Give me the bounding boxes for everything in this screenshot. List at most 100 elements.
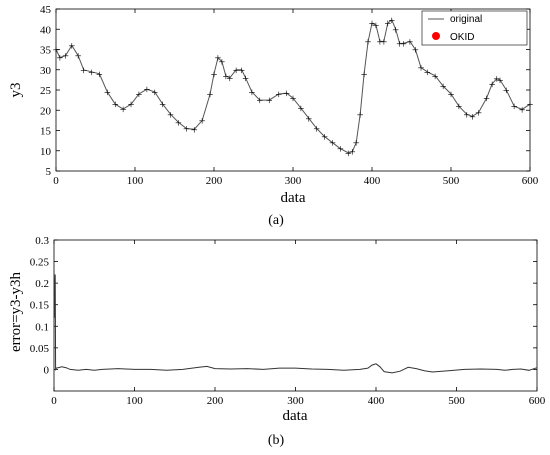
okid-marker: + (183, 121, 190, 135)
okid-marker: + (80, 63, 87, 77)
okid-marker: + (57, 51, 64, 65)
y-tick-label: 40 (40, 24, 52, 36)
okid-marker: + (373, 18, 380, 32)
legend-okid-swatch (432, 32, 440, 40)
y-tick-label: 0.05 (30, 343, 50, 355)
x-tick-label: 500 (443, 175, 460, 187)
x-tick-label: 500 (448, 395, 465, 407)
okid-marker: + (266, 93, 273, 107)
okid-marker: + (249, 85, 256, 99)
okid-marker: + (242, 71, 249, 85)
x-tick-label: 600 (529, 395, 546, 407)
okid-marker: + (377, 34, 384, 48)
okid-marker: + (199, 113, 206, 127)
okid-marker: + (407, 34, 414, 48)
y-tick-label: 30 (40, 65, 52, 77)
okid-marker: + (290, 91, 297, 105)
okid-marker: + (313, 121, 320, 135)
a-y-axis-label: y3 (8, 83, 24, 98)
y-tick-label: 10 (40, 146, 52, 158)
okid-marker: + (440, 79, 447, 93)
okid-marker: + (463, 107, 470, 121)
okid-marker: + (53, 43, 60, 57)
okid-marker: + (511, 99, 518, 113)
okid-marker: + (275, 87, 282, 101)
okid-marker: + (329, 136, 336, 150)
okid-marker: + (68, 38, 75, 52)
okid-marker: + (321, 130, 328, 144)
okid-marker: + (469, 109, 476, 123)
okid-marker: + (175, 115, 182, 129)
okid-marker: + (305, 111, 312, 125)
panel-a-caption: (a) (268, 213, 284, 228)
okid-marker: + (104, 85, 111, 99)
okid-marker: + (222, 69, 229, 83)
original-series-line (55, 19, 531, 154)
x-tick-label: 200 (207, 395, 224, 407)
okid-marker: + (412, 43, 419, 57)
y-tick-label: 25 (40, 85, 52, 97)
okid-marker: + (75, 49, 82, 63)
okid-marker: + (96, 67, 103, 81)
okid-marker: + (136, 87, 143, 101)
okid-marker: + (519, 102, 526, 116)
okid-marker: + (349, 145, 356, 159)
x-tick-label: 200 (206, 175, 223, 187)
okid-marker: + (120, 102, 127, 116)
okid-marker: + (392, 22, 399, 36)
okid-marker: + (396, 36, 403, 50)
legend: original OKID (421, 10, 528, 46)
okid-marker: + (283, 86, 290, 100)
x-tick-label: 400 (364, 175, 381, 187)
okid-marker: + (298, 101, 305, 115)
plot-b-frame (53, 239, 538, 392)
okid-marker: + (400, 36, 407, 50)
okid-marker: + (191, 122, 198, 136)
y-tick-label: 20 (40, 105, 52, 117)
okid-marker: + (211, 67, 218, 81)
okid-marker: + (388, 13, 395, 27)
okid-marker: + (432, 69, 439, 83)
y-tick-label: 0.1 (35, 321, 49, 333)
okid-marker: + (345, 146, 352, 160)
okid-marker: + (418, 61, 425, 75)
okid-marker: + (503, 83, 510, 97)
okid-marker: + (226, 71, 233, 85)
okid-marker: + (88, 65, 95, 79)
okid-marker: + (219, 55, 226, 69)
okid-marker: + (380, 34, 387, 48)
y-tick-label: 45 (40, 4, 52, 16)
okid-marker: + (357, 107, 364, 121)
okid-marker: + (353, 136, 360, 150)
panel-b-caption: (b) (268, 433, 285, 448)
y-tick-label: 5 (46, 166, 52, 178)
okid-marker: + (497, 73, 504, 87)
a-x-axis-label: data (281, 190, 306, 206)
x-tick-label: 300 (287, 395, 304, 407)
okid-marker: + (489, 77, 496, 91)
okid-marker: + (167, 107, 174, 121)
okid-marker: + (365, 34, 372, 48)
okid-marker: + (128, 97, 135, 111)
b-x-axis-label: data (283, 408, 308, 424)
okid-marker: + (424, 65, 431, 79)
okid-marker: + (493, 72, 500, 86)
x-tick-label: 100 (127, 175, 144, 187)
okid-marker: + (238, 63, 245, 77)
okid-marker: + (233, 63, 240, 77)
okid-marker: + (384, 16, 391, 30)
y-tick-label: 0.2 (35, 278, 49, 290)
okid-marker: + (527, 97, 534, 111)
x-tick-label: 300 (285, 175, 302, 187)
okid-marker: + (483, 91, 490, 105)
okid-marker: + (215, 51, 222, 65)
okid-marker: + (369, 16, 376, 30)
a-series-layer: ++++++ + +++ + ++ + ++++ + +++++++++++++ + + + +++++… (53, 13, 534, 160)
okid-marker: + (207, 87, 214, 101)
y-tick-label: 0.3 (35, 235, 49, 247)
y-tick-label: 0.15 (30, 300, 50, 312)
y-tick-label: 0 (44, 364, 50, 376)
legend-original-label: original (450, 14, 482, 25)
